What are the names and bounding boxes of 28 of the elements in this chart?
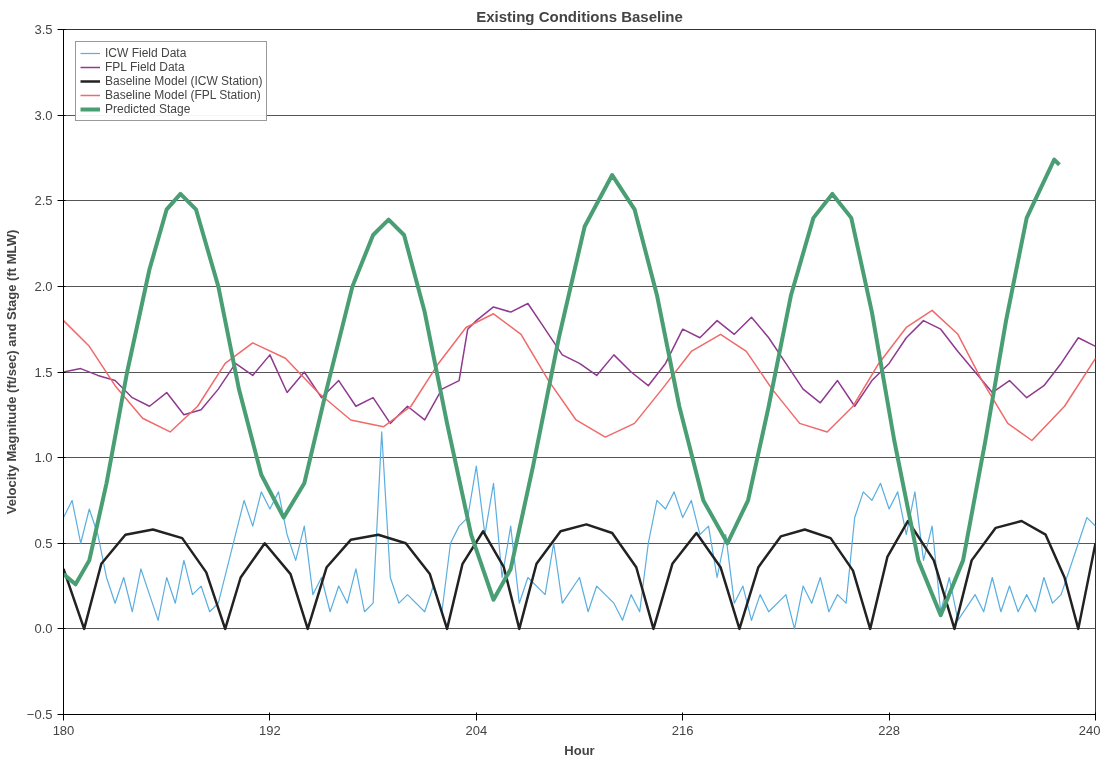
y-tick-label: −0.5: [26, 707, 53, 722]
y-tick-label: 0.0: [34, 621, 53, 637]
x-tick-label: 240: [1078, 722, 1101, 738]
legend-label: FPL Field Data: [105, 60, 185, 74]
y-axis-title: Velocity Magnitude (ft/sec) and Stage (ft MLW): [3, 229, 19, 515]
x-tick-label: 228: [878, 722, 900, 738]
legend-label: ICW Field Data: [105, 46, 187, 60]
y-tick-label: 3.0: [34, 107, 53, 123]
line-series: [63, 519, 1096, 631]
y-tick-label: 1.5: [34, 364, 53, 380]
x-tick-label: 216: [671, 722, 694, 738]
line-series: [63, 309, 1096, 442]
x-tick-label: 204: [465, 722, 488, 738]
legend-label: Baseline Model (ICW Station): [105, 74, 263, 88]
y-tick-label: 1.0: [34, 450, 53, 466]
chart-title: Existing Conditions Baseline: [476, 7, 683, 25]
y-tick-label: 0.5: [34, 535, 53, 551]
legend-label: Predicted Stage: [105, 102, 191, 116]
y-tick-label: 3.5: [34, 22, 53, 37]
line-series: [63, 157, 1062, 618]
x-axis-title: Hour: [564, 742, 595, 758]
line-series: [63, 431, 1096, 630]
y-tick-label: 2.5: [34, 193, 53, 209]
x-tick-label: 180: [52, 722, 75, 738]
line-series: [63, 302, 1096, 425]
x-tick-label: 192: [259, 722, 281, 738]
y-tick-label: 2.0: [34, 278, 53, 294]
legend-label: Baseline Model (FPL Station): [105, 88, 261, 102]
